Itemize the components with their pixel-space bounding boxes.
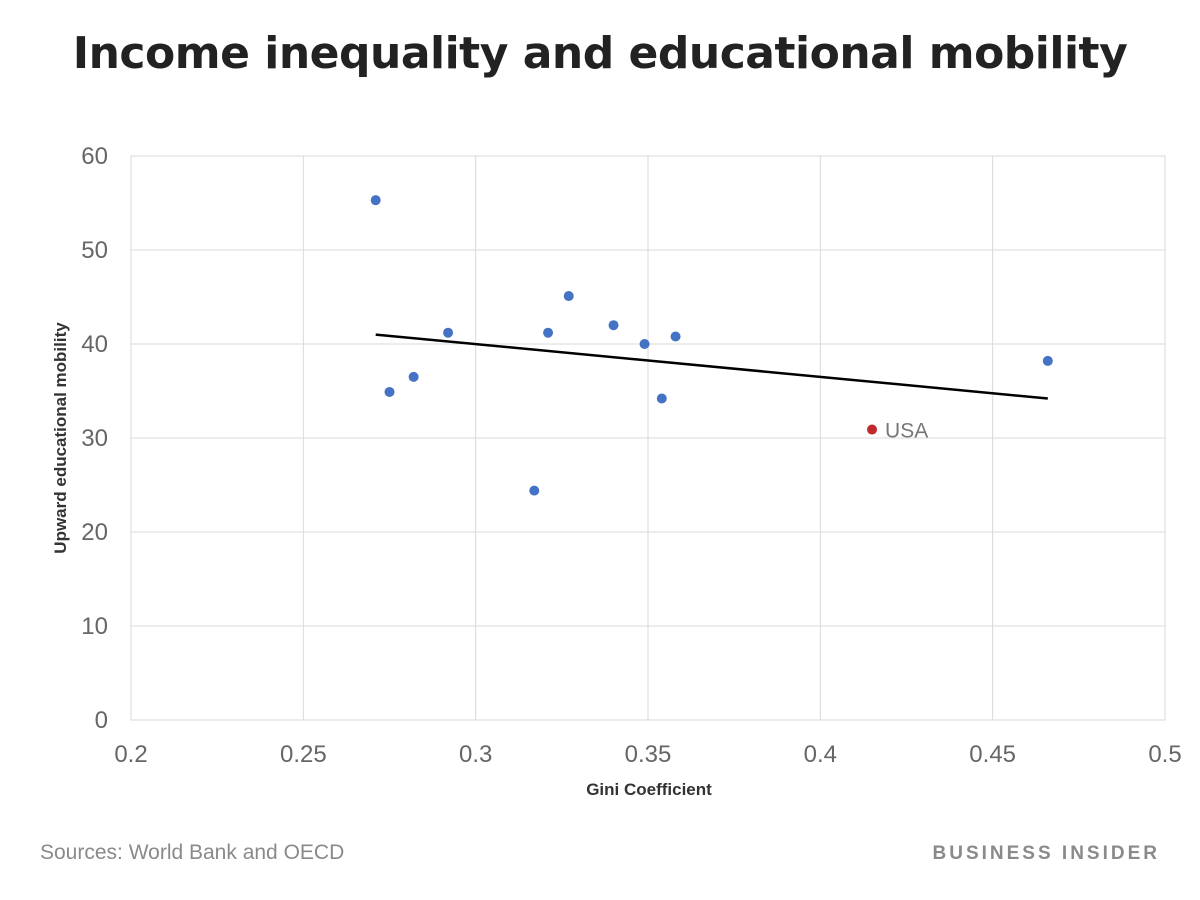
brand-logo: BUSINESS INSIDER	[932, 843, 1160, 864]
source-note: Sources: World Bank and OECD	[40, 841, 345, 864]
y-tick-label: 20	[81, 519, 108, 546]
data-point	[370, 195, 381, 206]
grid-lines	[130, 155, 1166, 721]
y-tick-label: 50	[81, 237, 108, 264]
data-point	[529, 485, 540, 496]
x-tick-label: 0.5	[1148, 741, 1181, 768]
data-point	[656, 393, 667, 404]
data-point	[563, 291, 574, 302]
y-tick-label: 60	[81, 143, 108, 170]
data-points: USA	[370, 195, 1053, 496]
trendline-group	[375, 333, 1048, 400]
x-tick-label: 0.3	[459, 741, 492, 768]
axis-labels: Gini Coefficient Upward educational mobil…	[51, 322, 712, 799]
x-tick-label: 0.25	[280, 741, 327, 768]
data-point-label: USA	[885, 420, 928, 443]
x-axis-title: Gini Coefficient	[586, 780, 712, 799]
y-tick-label: 0	[95, 707, 108, 734]
y-axis-title: Upward educational mobility	[51, 322, 70, 554]
data-point	[443, 327, 454, 338]
data-point	[408, 371, 419, 382]
axis-ticks: 0.2 0.25 0.3 0.35 0.4 0.45 0.5 0 10 20 30 40 50 60	[81, 143, 1181, 768]
x-tick-label: 0.2	[114, 741, 147, 768]
y-tick-label: 30	[81, 425, 108, 452]
data-point	[608, 320, 619, 331]
trendline	[375, 333, 1048, 400]
x-tick-label: 0.35	[625, 741, 672, 768]
chart-title: Income inequality and educational mobili…	[72, 28, 1128, 79]
data-point	[543, 327, 554, 338]
x-tick-label: 0.4	[804, 741, 837, 768]
highlighted-data-point	[867, 424, 878, 435]
data-point	[384, 386, 395, 397]
data-point	[1042, 355, 1053, 366]
y-tick-label: 10	[81, 613, 108, 640]
data-point	[639, 339, 650, 349]
x-tick-label: 0.45	[969, 741, 1016, 768]
data-point	[670, 331, 681, 342]
y-tick-label: 40	[81, 331, 108, 358]
